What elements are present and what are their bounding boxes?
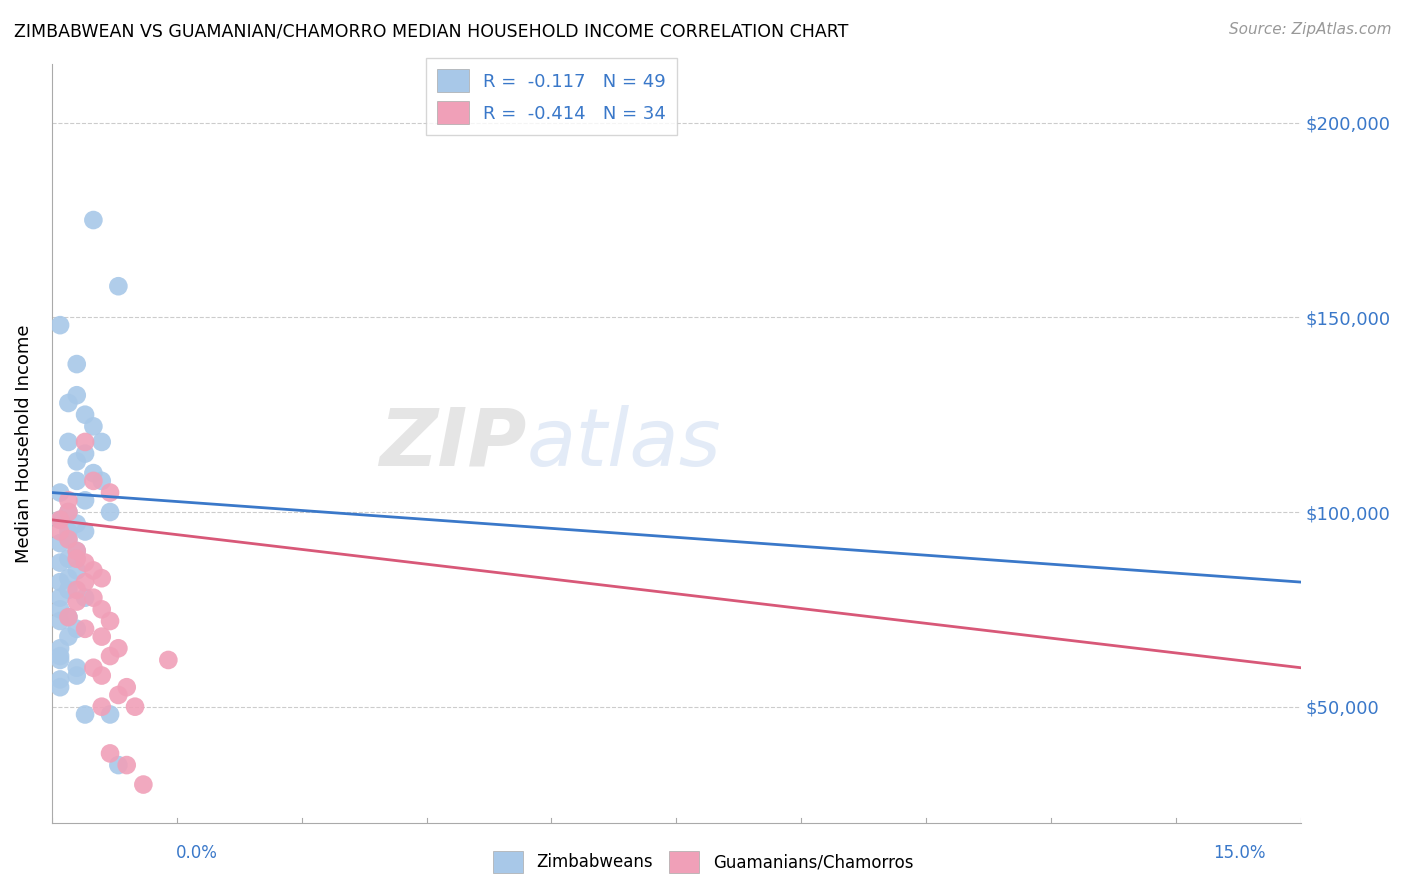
Point (107, 641, 129, 656)
Point (98, 614, 121, 628)
Point (49, 649, 72, 664)
Point (66, 594, 89, 608)
Point (49, 513, 72, 527)
Point (107, 758, 129, 772)
Point (90, 602, 112, 616)
Point (49, 680, 72, 694)
Point (66, 582, 89, 597)
Legend: R =  -0.117   N = 49, R =  -0.414   N = 34: R = -0.117 N = 49, R = -0.414 N = 34 (426, 58, 678, 136)
Legend: Zimbabweans, Guamanians/Chamorros: Zimbabweans, Guamanians/Chamorros (486, 845, 920, 880)
Point (66, 551, 89, 566)
Point (124, 699, 146, 714)
Point (75, 707, 97, 722)
Point (49, 641, 72, 656)
Point (82, 213, 104, 227)
Point (66, 474, 89, 488)
Text: 0.0%: 0.0% (176, 844, 218, 862)
Point (75, 447, 97, 461)
Point (58, 396, 80, 410)
Point (75, 493, 97, 508)
Point (90, 699, 112, 714)
Text: 15.0%: 15.0% (1213, 844, 1265, 862)
Point (49, 653, 72, 667)
Point (58, 533, 80, 547)
Point (90, 474, 112, 488)
Point (98, 747, 121, 761)
Point (115, 680, 138, 694)
Point (82, 419, 104, 434)
Y-axis label: Median Household Income: Median Household Income (15, 325, 32, 563)
Point (157, 653, 180, 667)
Text: ZIP: ZIP (380, 405, 526, 483)
Point (66, 544, 89, 558)
Point (49, 485, 72, 500)
Point (58, 551, 80, 566)
Point (82, 661, 104, 675)
Point (98, 485, 121, 500)
Point (49, 556, 72, 570)
Point (49, 318, 72, 333)
Point (107, 688, 129, 702)
Point (90, 571, 112, 585)
Point (49, 536, 72, 550)
Point (58, 533, 80, 547)
Point (66, 544, 89, 558)
Point (82, 563, 104, 577)
Point (98, 707, 121, 722)
Point (90, 434, 112, 449)
Point (66, 516, 89, 531)
Point (49, 673, 72, 687)
Point (82, 474, 104, 488)
Text: atlas: atlas (526, 405, 721, 483)
Point (75, 408, 97, 422)
Text: Source: ZipAtlas.com: Source: ZipAtlas.com (1229, 22, 1392, 37)
Point (58, 493, 80, 508)
Point (82, 466, 104, 480)
Point (49, 602, 72, 616)
Point (58, 524, 80, 539)
Text: ZIMBABWEAN VS GUAMANIAN/CHAMORRO MEDIAN HOUSEHOLD INCOME CORRELATION CHART: ZIMBABWEAN VS GUAMANIAN/CHAMORRO MEDIAN … (14, 22, 848, 40)
Point (49, 513, 72, 527)
Point (98, 505, 121, 519)
Point (49, 591, 72, 605)
Point (58, 582, 80, 597)
Point (132, 778, 155, 792)
Point (49, 524, 72, 539)
Point (107, 279, 129, 293)
Point (58, 610, 80, 624)
Point (49, 614, 72, 628)
Point (66, 454, 89, 468)
Point (58, 505, 80, 519)
Point (82, 591, 104, 605)
Point (49, 575, 72, 590)
Point (75, 591, 97, 605)
Point (66, 668, 89, 682)
Point (75, 434, 97, 449)
Point (66, 661, 89, 675)
Point (75, 622, 97, 636)
Point (58, 434, 80, 449)
Point (75, 524, 97, 539)
Point (66, 622, 89, 636)
Point (58, 505, 80, 519)
Point (115, 758, 138, 772)
Point (58, 630, 80, 644)
Point (66, 563, 89, 577)
Point (66, 388, 89, 402)
Point (58, 610, 80, 624)
Point (66, 357, 89, 371)
Point (90, 630, 112, 644)
Point (75, 556, 97, 570)
Point (90, 668, 112, 682)
Point (98, 649, 121, 664)
Point (75, 575, 97, 590)
Point (58, 571, 80, 585)
